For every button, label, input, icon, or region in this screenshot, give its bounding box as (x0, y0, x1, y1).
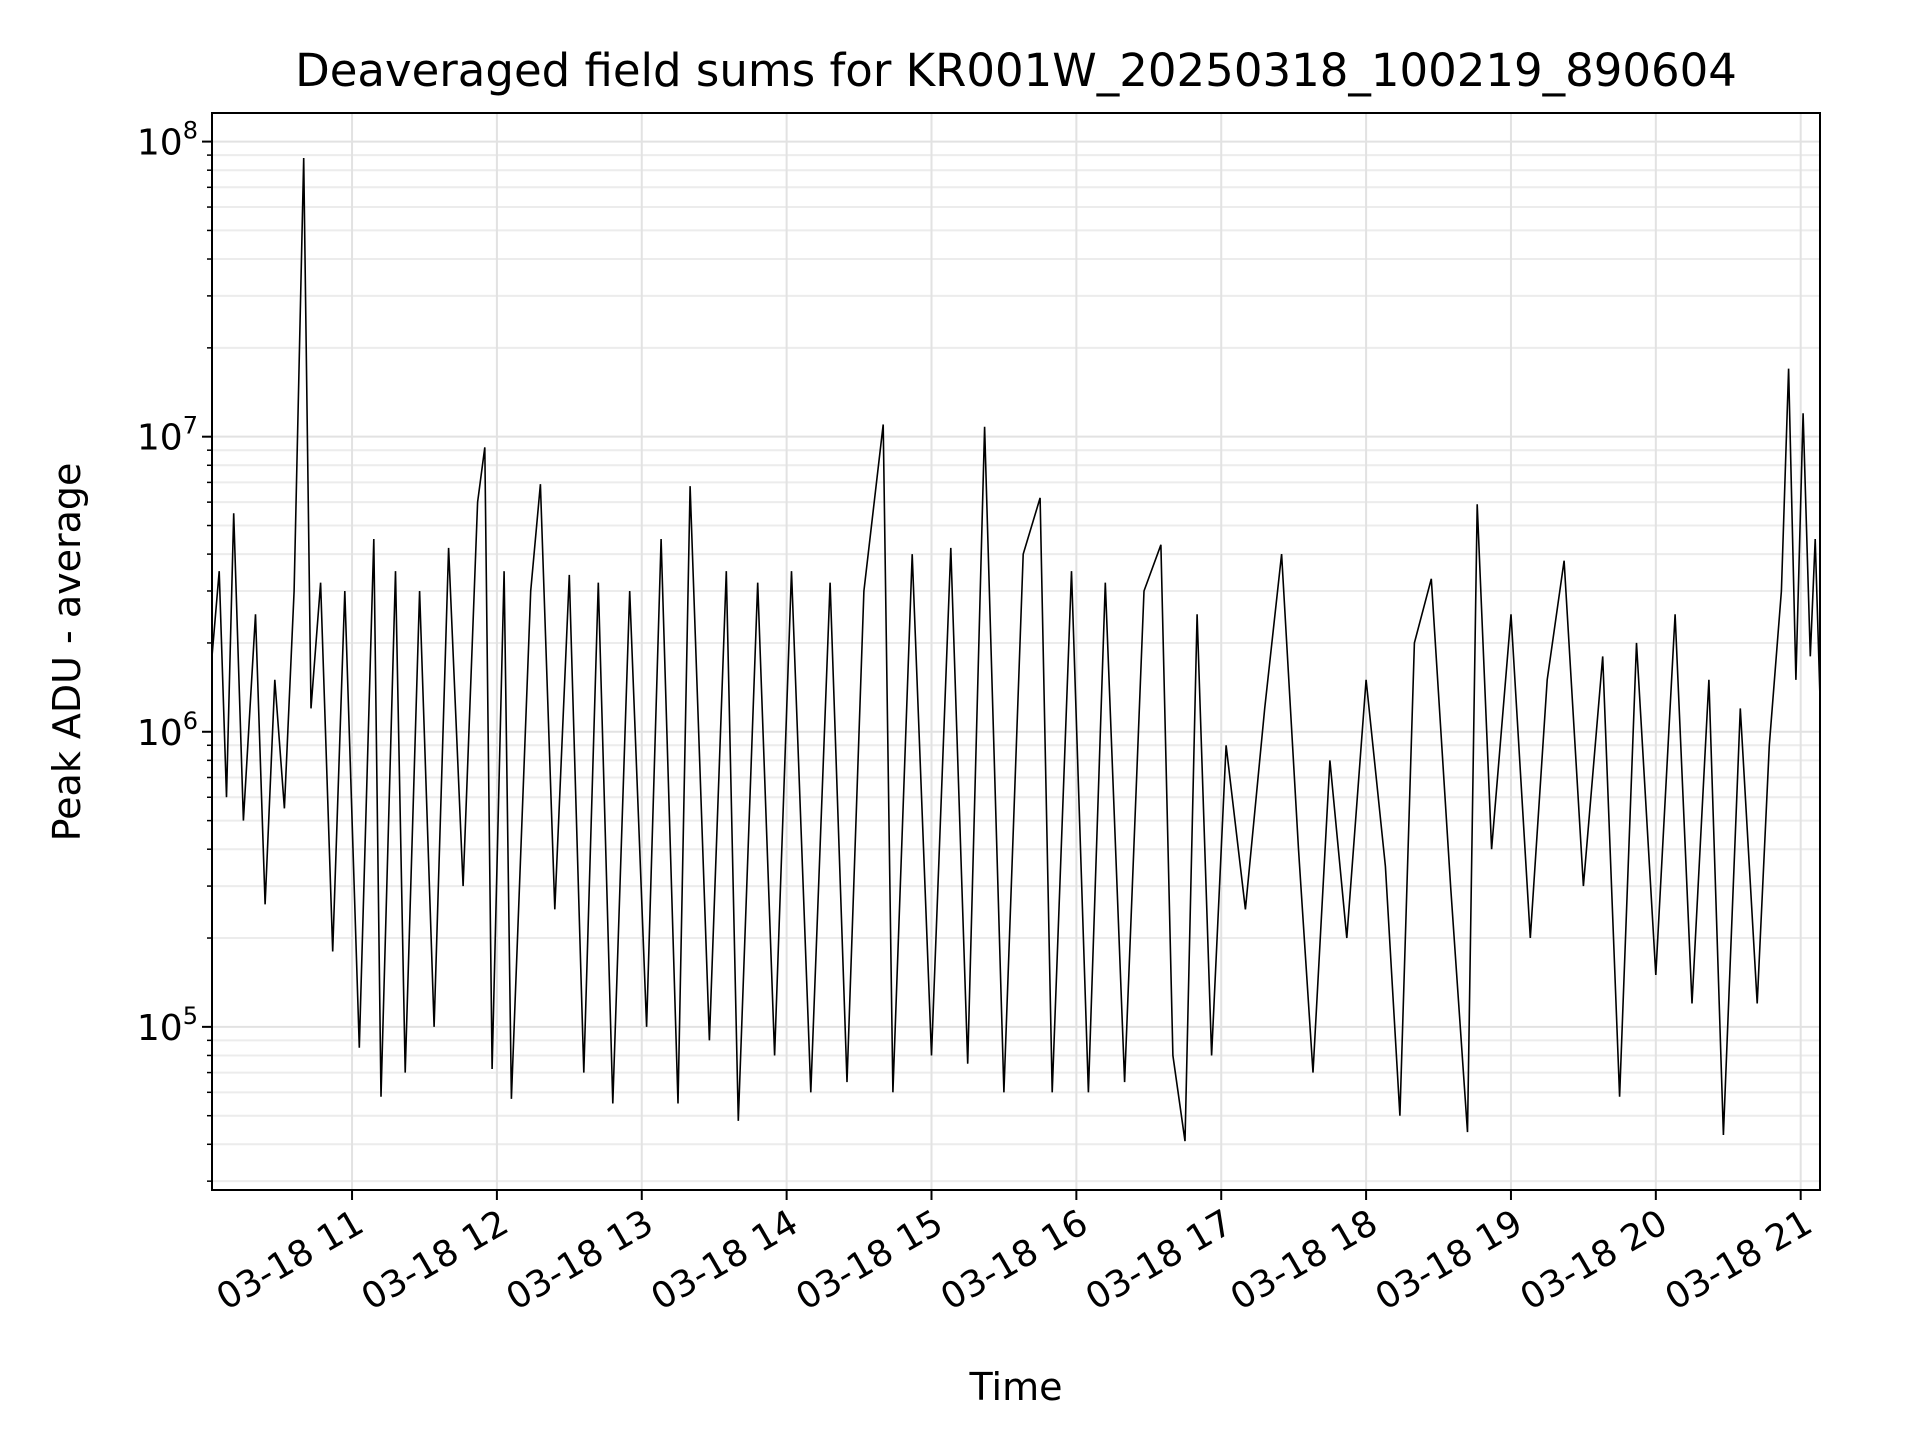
plot-area (212, 157, 1820, 1142)
x-tick-label: 03-18 21 (1659, 1202, 1820, 1318)
x-tick-label: 03-18 14 (644, 1202, 805, 1318)
y-tick-label: 105 (137, 1002, 198, 1049)
x-tick-label: 03-18 16 (934, 1202, 1095, 1318)
y-axis-label: Peak ADU - average (45, 463, 89, 842)
x-tick-label: 03-18 17 (1079, 1202, 1240, 1318)
plot-frame (211, 112, 1821, 1191)
x-tick-label: 03-18 11 (210, 1202, 371, 1318)
x-tick-label: 03-18 13 (500, 1202, 661, 1318)
chart-title: Deaveraged field sums for KR001W_2025031… (295, 44, 1737, 97)
x-tick-label: 03-18 15 (789, 1202, 950, 1318)
y-tick-label: 106 (137, 707, 198, 754)
y-tick-label: 108 (137, 117, 198, 164)
series-line (212, 157, 1820, 1142)
x-tick-label: 03-18 18 (1224, 1202, 1385, 1318)
x-axis-label: Time (969, 1365, 1063, 1409)
y-tick-label: 107 (137, 412, 198, 459)
x-tick-label: 03-18 19 (1369, 1202, 1530, 1318)
x-tick-label: 03-18 20 (1514, 1202, 1675, 1318)
x-tick-label: 03-18 12 (355, 1202, 516, 1318)
